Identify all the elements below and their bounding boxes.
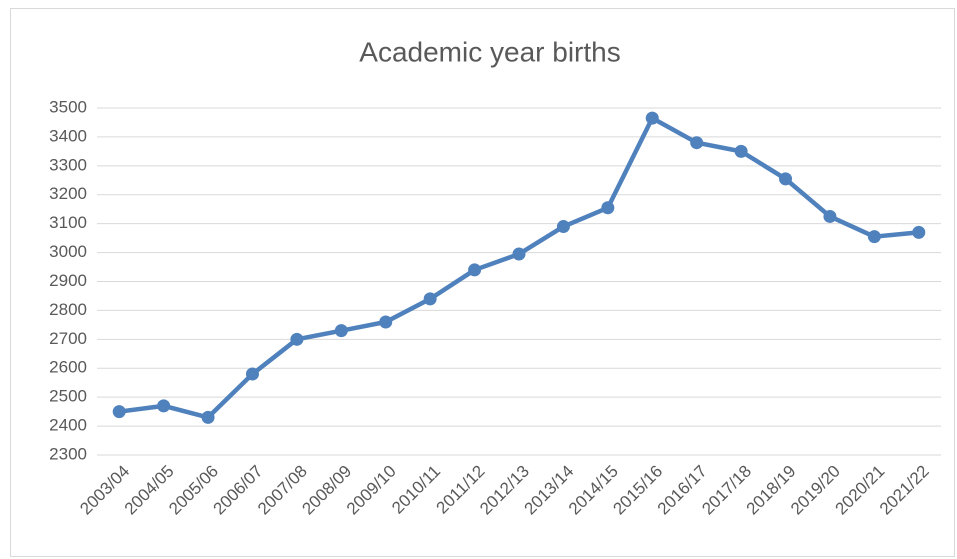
marker	[512, 247, 526, 261]
y-tick-label: 2900	[49, 271, 87, 290]
marker	[912, 225, 926, 239]
marker	[556, 220, 570, 234]
marker	[823, 209, 837, 223]
y-tick-label: 3000	[49, 242, 87, 261]
y-tick-label: 2600	[49, 358, 87, 377]
y-tick-label: 2500	[49, 387, 87, 406]
chart-title: Academic year births	[359, 36, 620, 67]
y-tick-label: 2800	[49, 300, 87, 319]
y-tick-label: 2700	[49, 329, 87, 348]
marker	[245, 367, 259, 381]
marker	[645, 111, 659, 125]
y-tick-label: 2300	[49, 444, 87, 463]
y-tick-label: 3300	[49, 155, 87, 174]
marker	[690, 136, 704, 150]
marker	[379, 315, 393, 329]
y-tick-label: 3200	[49, 184, 87, 203]
chart-border	[10, 8, 955, 557]
marker	[734, 144, 748, 158]
marker	[157, 399, 171, 413]
marker	[334, 324, 348, 338]
y-tick-label: 3400	[49, 126, 87, 145]
marker	[112, 405, 126, 419]
marker	[290, 332, 304, 346]
marker	[779, 172, 793, 186]
marker	[201, 410, 215, 424]
marker	[601, 201, 615, 215]
marker	[423, 292, 437, 306]
y-tick-label: 3100	[49, 213, 87, 232]
y-tick-label: 3500	[49, 97, 87, 116]
y-tick-label: 2400	[49, 416, 87, 435]
marker	[867, 230, 881, 244]
marker	[468, 263, 482, 277]
